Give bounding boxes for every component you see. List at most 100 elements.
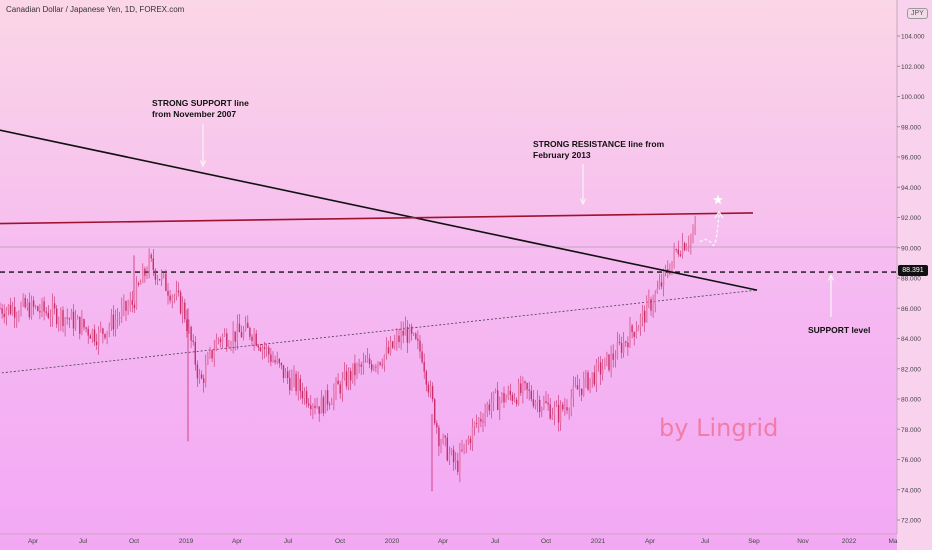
candle-body bbox=[274, 360, 276, 363]
candle-body bbox=[381, 364, 383, 366]
candle-body bbox=[343, 371, 346, 379]
candle-body bbox=[276, 359, 278, 363]
candle-body bbox=[536, 399, 539, 402]
candle-body bbox=[251, 336, 253, 341]
candle-body bbox=[87, 328, 89, 336]
candle-body bbox=[98, 329, 100, 345]
candle-body bbox=[347, 370, 350, 387]
candle-body bbox=[690, 235, 692, 245]
support-line-annotation-line1: STRONG SUPPORT line bbox=[152, 98, 249, 108]
support-line-annotation-line2: from November 2007 bbox=[152, 109, 237, 119]
candle-body bbox=[148, 254, 150, 275]
candle-body bbox=[129, 300, 131, 307]
candle-body bbox=[486, 404, 488, 413]
candle-body bbox=[158, 279, 161, 281]
candle-body bbox=[106, 331, 108, 338]
candle-body bbox=[26, 302, 28, 308]
watermark: by Lingrid bbox=[659, 414, 779, 442]
candle-body bbox=[623, 341, 625, 353]
candle-body bbox=[200, 374, 203, 379]
candle-body bbox=[5, 310, 7, 318]
candle-body bbox=[627, 342, 629, 348]
x-tick-label: Oct bbox=[335, 538, 345, 545]
candle-body bbox=[520, 383, 522, 394]
candle-body bbox=[499, 399, 501, 410]
candle-body bbox=[444, 435, 446, 438]
candle-body bbox=[635, 331, 637, 337]
candle-body bbox=[305, 391, 308, 404]
candle-body bbox=[394, 341, 396, 348]
candle-body bbox=[188, 326, 190, 331]
candle-body bbox=[490, 402, 493, 411]
candle-body bbox=[604, 358, 606, 369]
candle-body bbox=[263, 347, 266, 350]
candle-body bbox=[476, 423, 478, 424]
candle-body bbox=[83, 319, 85, 328]
candle-body bbox=[625, 341, 627, 343]
candle-body bbox=[574, 385, 577, 386]
support-level-arrow-head bbox=[827, 273, 835, 281]
candle-body bbox=[203, 378, 205, 383]
candle-body bbox=[469, 438, 472, 444]
candle-body bbox=[72, 311, 75, 329]
candle-body bbox=[293, 373, 295, 378]
candle-body bbox=[24, 297, 26, 308]
candle-body bbox=[282, 365, 285, 378]
candle-body bbox=[58, 320, 60, 325]
candle-body bbox=[238, 323, 241, 333]
candle-body bbox=[217, 339, 220, 340]
y-tick-label: 88.000 bbox=[901, 276, 921, 283]
y-tick-label: 98.000 bbox=[901, 124, 921, 131]
candle-body bbox=[93, 329, 96, 342]
strong-resistance-line bbox=[0, 212, 754, 225]
candle-body bbox=[333, 390, 335, 403]
candle-body bbox=[683, 243, 686, 251]
candle-body bbox=[278, 359, 280, 363]
currency-badge[interactable]: JPY bbox=[907, 8, 928, 19]
candle-body bbox=[14, 306, 16, 318]
candle-body bbox=[257, 345, 259, 348]
candle-body bbox=[665, 269, 667, 271]
candle-body bbox=[639, 316, 642, 328]
candle-body bbox=[140, 282, 142, 285]
candle-body bbox=[335, 380, 337, 391]
candle-body bbox=[18, 314, 20, 317]
candle-body bbox=[421, 351, 423, 363]
candle-body bbox=[30, 300, 33, 318]
candle-body bbox=[511, 394, 514, 401]
candle-body bbox=[461, 449, 463, 451]
y-tick-label: 94.000 bbox=[901, 185, 921, 192]
candle-body bbox=[70, 311, 73, 320]
candle-body bbox=[656, 288, 658, 293]
candle-body bbox=[694, 226, 696, 233]
candle-body bbox=[173, 296, 175, 298]
candle-body bbox=[360, 364, 362, 367]
candle-body bbox=[526, 383, 528, 390]
candle-body bbox=[156, 279, 159, 280]
candle-body bbox=[637, 327, 640, 332]
candle-body bbox=[389, 341, 392, 353]
candle-body bbox=[400, 330, 402, 343]
candle-body bbox=[618, 341, 621, 343]
y-tick-label: 74.000 bbox=[901, 487, 921, 494]
candle-body bbox=[446, 437, 448, 461]
candle-body bbox=[198, 374, 201, 379]
candle-body bbox=[417, 338, 419, 341]
candle-body bbox=[108, 326, 110, 332]
candle-body bbox=[68, 318, 70, 320]
candle-body bbox=[91, 329, 94, 339]
candle-body bbox=[0, 308, 1, 310]
candle-body bbox=[234, 331, 236, 342]
candle-body bbox=[266, 347, 268, 350]
x-tick-label: Apr bbox=[438, 538, 449, 545]
x-tick-label: 2019 bbox=[179, 538, 194, 545]
candle-body bbox=[602, 368, 604, 375]
candle-body bbox=[595, 362, 598, 385]
candle-body bbox=[576, 385, 579, 390]
candle-body bbox=[515, 399, 518, 404]
candle-body bbox=[465, 443, 467, 445]
candle-body bbox=[284, 371, 287, 378]
candle-body bbox=[677, 249, 679, 255]
